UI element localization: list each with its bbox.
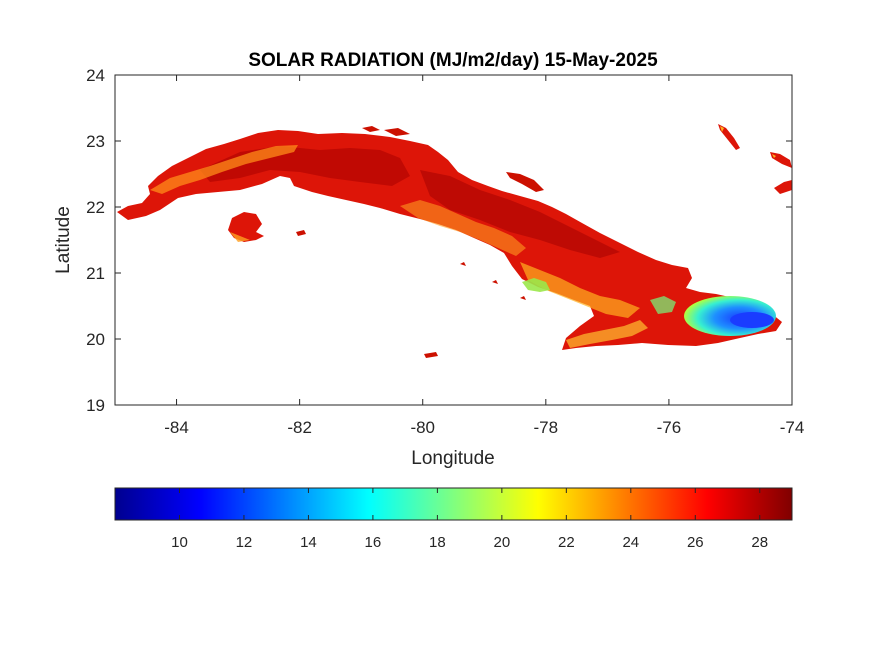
x-tick-label: -84 bbox=[164, 418, 189, 437]
y-tick-label: 21 bbox=[86, 264, 105, 283]
y-axis-ticks: 19 20 21 22 23 24 bbox=[86, 66, 792, 415]
colorbar-tick-label: 20 bbox=[494, 534, 511, 551]
colorbar-tick-label: 26 bbox=[687, 534, 704, 551]
y-tick-label: 20 bbox=[86, 330, 105, 349]
y-tick-label: 19 bbox=[86, 396, 105, 415]
moderate-radiation-streaks-west bbox=[150, 145, 298, 194]
colorbar-tick-label: 18 bbox=[429, 534, 446, 551]
eastern-islands-fragment-2 bbox=[770, 152, 792, 194]
y-axis-label: Latitude bbox=[53, 206, 74, 274]
x-axis-ticks: -84 -82 -80 -78 -76 -74 bbox=[164, 75, 804, 437]
cuba-main-island bbox=[117, 130, 782, 350]
moderate-radiation-streaks-center bbox=[400, 200, 526, 256]
x-tick-label: -74 bbox=[780, 418, 805, 437]
y-tick-label: 24 bbox=[86, 66, 105, 85]
solar-radiation-field bbox=[117, 124, 792, 358]
plot-frame bbox=[114, 74, 793, 406]
colorbar-tick-label: 10 bbox=[171, 534, 188, 551]
x-tick-label: -76 bbox=[657, 418, 682, 437]
colorbar-tick-label: 14 bbox=[300, 534, 317, 551]
colorbar-ticks: 10 12 14 16 18 20 22 24 26 28 bbox=[171, 488, 768, 551]
colorbar-tick-label: 22 bbox=[558, 534, 575, 551]
isla-juventud-highlight bbox=[230, 232, 250, 242]
eastern-islands-fragment-1 bbox=[718, 124, 740, 150]
colorbar-tick-label: 28 bbox=[751, 534, 768, 551]
y-tick-label: 23 bbox=[86, 132, 105, 151]
colorbar: 10 12 14 16 18 20 22 24 26 28 bbox=[114, 487, 793, 551]
plot-background bbox=[115, 75, 792, 405]
map-plot-area: -84 -82 -80 -78 -76 -74 19 20 21 22 23 24 bbox=[86, 66, 804, 437]
x-tick-label: -78 bbox=[534, 418, 559, 437]
lowest-radiation-core bbox=[730, 312, 774, 328]
moderate-radiation-patch-east bbox=[520, 262, 640, 318]
northern-cays bbox=[362, 126, 544, 192]
x-tick-label: -82 bbox=[287, 418, 312, 437]
high-radiation-zone-center bbox=[420, 170, 620, 258]
colorbar-tick-label: 16 bbox=[365, 534, 382, 551]
isla-de-la-juventud bbox=[228, 212, 264, 242]
map-title: SOLAR RADIATION (MJ/m2/day) 15-May-2025 bbox=[248, 50, 658, 71]
colorbar-frame bbox=[114, 487, 793, 521]
low-radiation-patch-green bbox=[522, 278, 550, 292]
x-axis-label: Longitude bbox=[411, 448, 494, 469]
y-tick-label: 22 bbox=[86, 198, 105, 217]
colorbar-gradient bbox=[115, 488, 792, 520]
colorbar-tick-label: 24 bbox=[622, 534, 639, 551]
colorbar-tick-label: 12 bbox=[236, 534, 253, 551]
moderate-radiation-band-south bbox=[566, 320, 648, 348]
x-tick-label: -80 bbox=[410, 418, 435, 437]
low-radiation-patch-green-2 bbox=[650, 296, 676, 314]
